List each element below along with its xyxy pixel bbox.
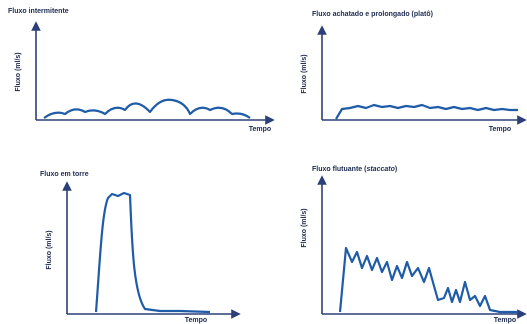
flow-curve — [43, 98, 251, 119]
panel-intermittent: Fluxo intermitente Fluxo (ml/s) Tempo — [8, 8, 275, 133]
x-label: Tempo — [185, 317, 207, 324]
panel-title: Fluxo achatado e prolongado (platô) — [312, 11, 433, 18]
panel-tower: Fluxo em torre Fluxo (ml/s) Tempo — [40, 171, 241, 324]
panel-title: Fluxo flutuante (staccato) — [312, 166, 397, 173]
panel-plateau: Fluxo achatado e prolongado (platô) Flux… — [301, 11, 527, 133]
y-label: Fluxo (ml/s) — [301, 54, 308, 93]
panel-staccato: Fluxo flutuante (staccato) Fluxo (ml/s) … — [301, 166, 527, 324]
flow-curve — [335, 103, 518, 120]
y-label: Fluxo (ml/s) — [301, 208, 308, 247]
flow-curve — [338, 246, 518, 314]
panel-title: Fluxo em torre — [40, 171, 89, 178]
flow-curve — [94, 191, 211, 314]
x-label: Tempo — [249, 126, 271, 133]
y-label: Fluxo (ml/s) — [46, 230, 53, 269]
x-label: Tempo — [494, 317, 516, 324]
x-label: Tempo — [489, 126, 511, 133]
y-label: Fluxo (ml/s) — [15, 52, 22, 91]
panel-title: Fluxo intermitente — [8, 8, 69, 15]
